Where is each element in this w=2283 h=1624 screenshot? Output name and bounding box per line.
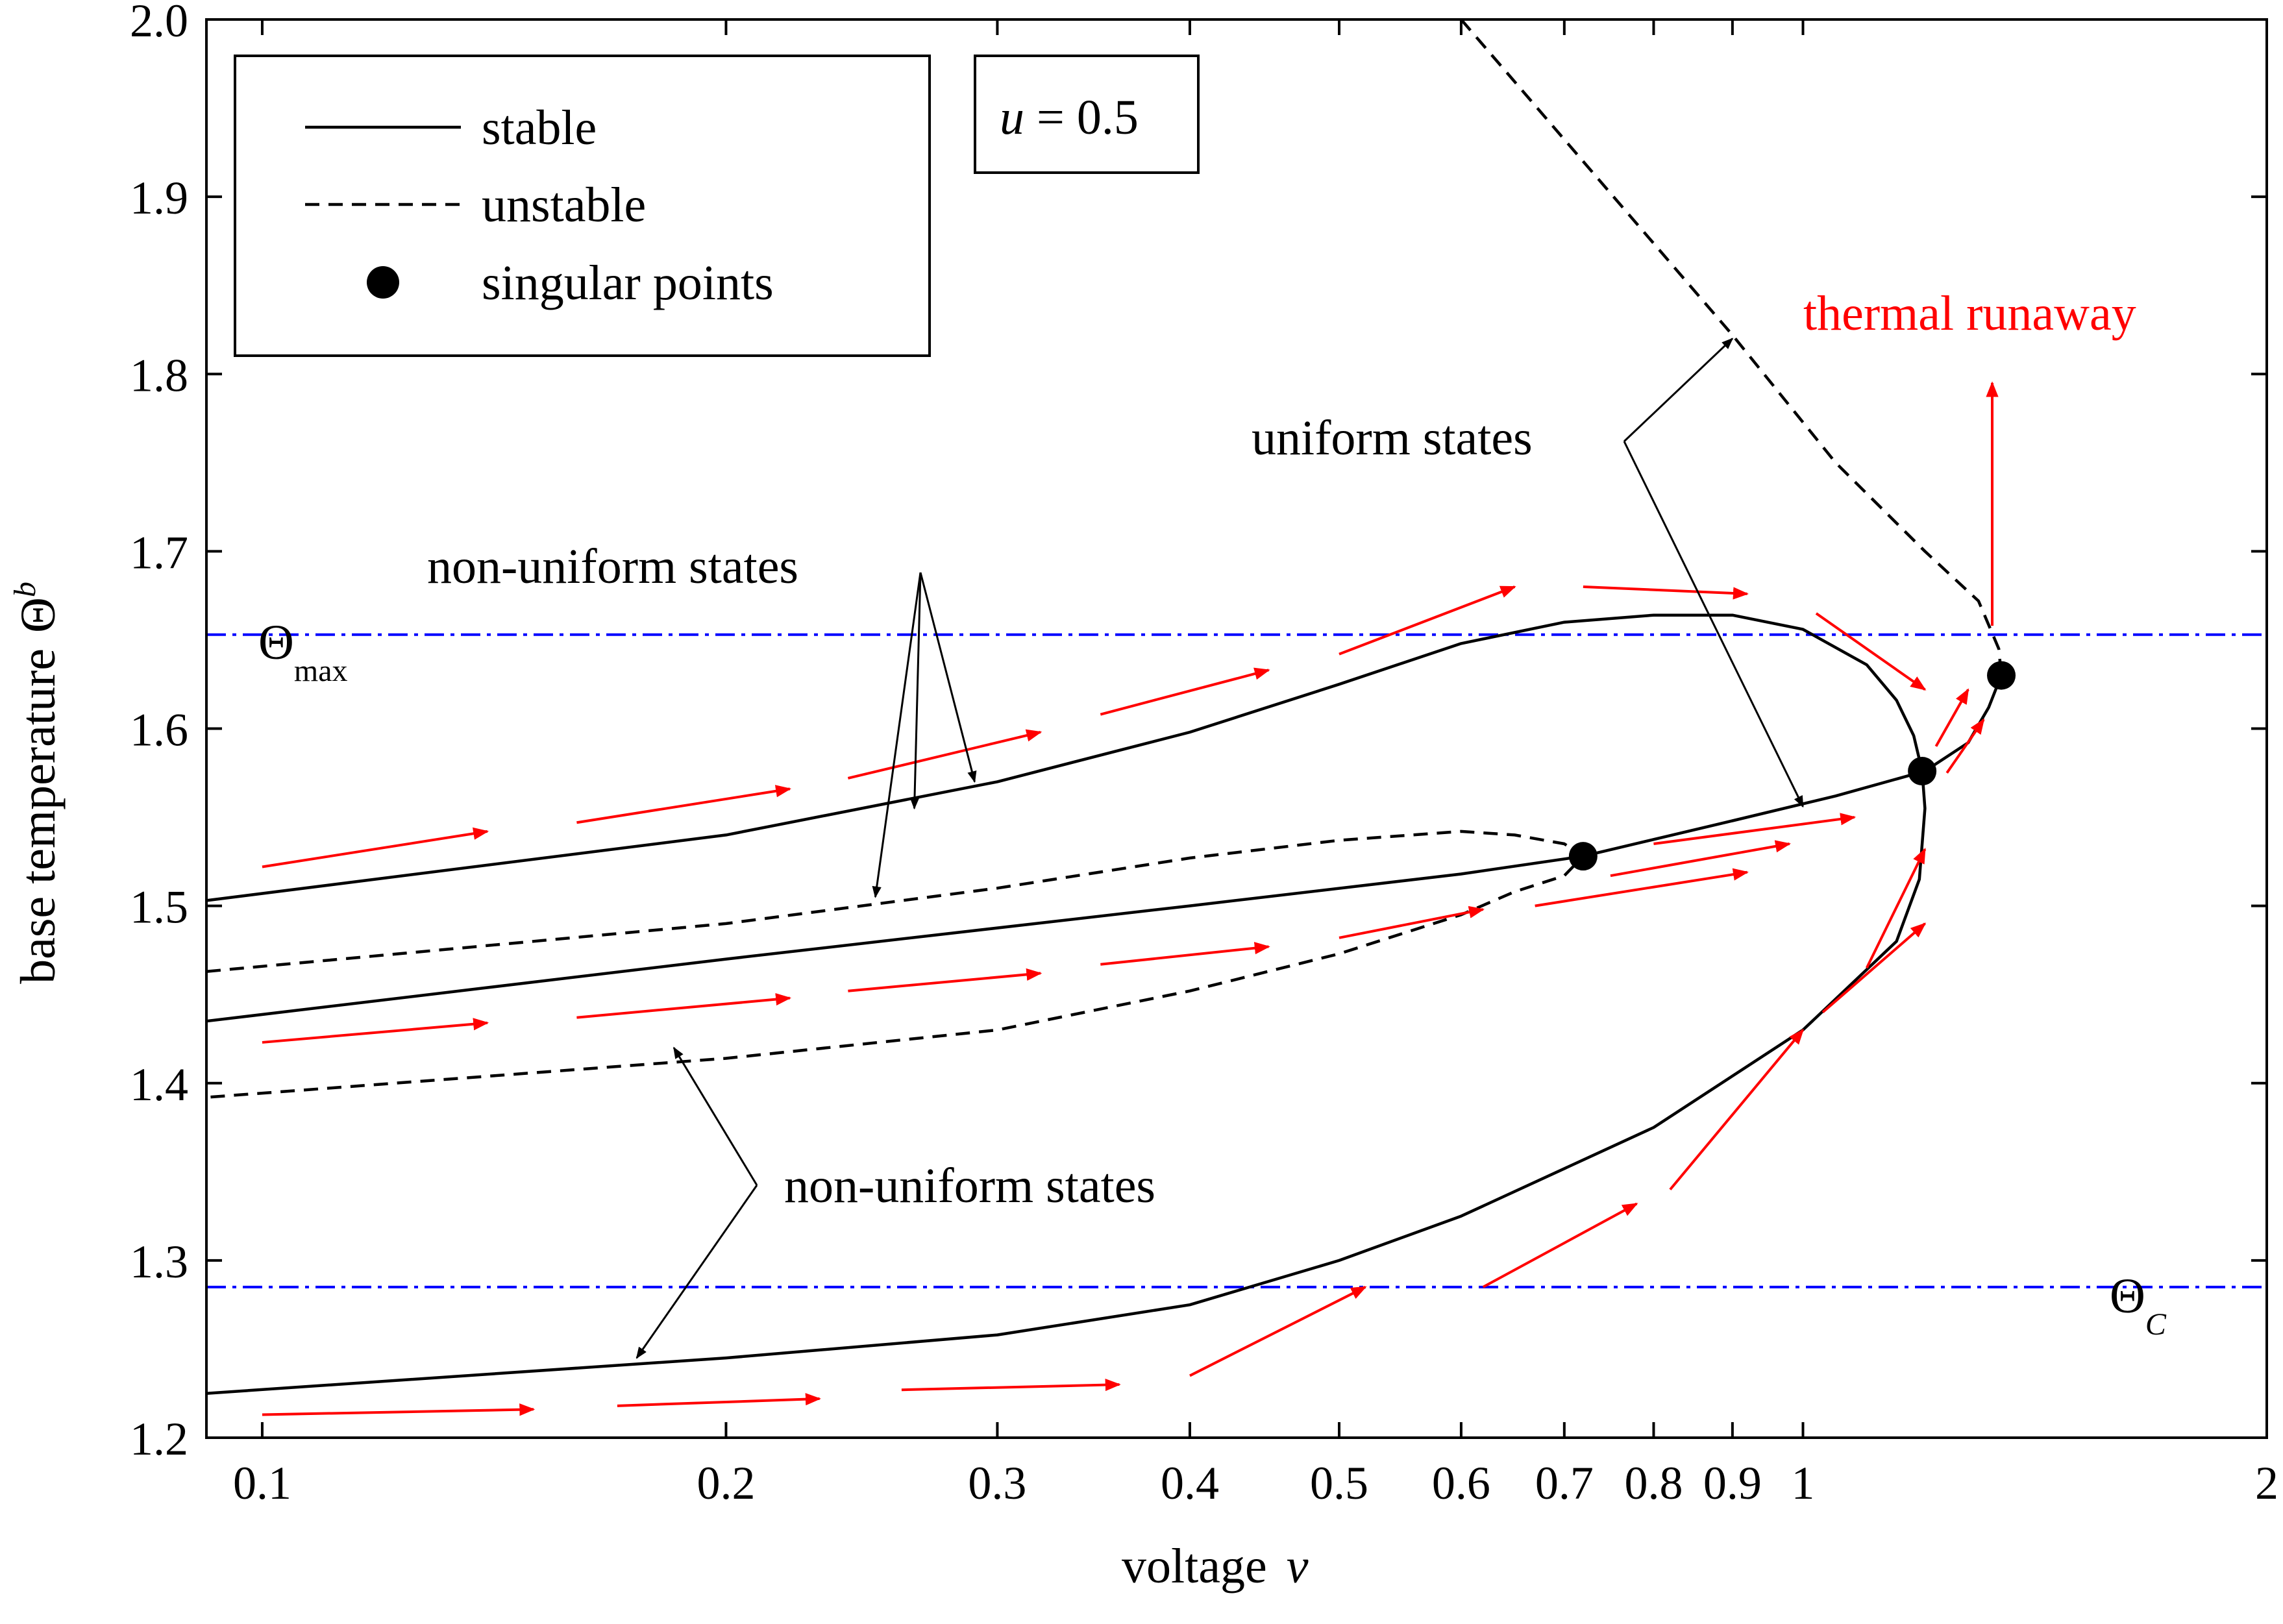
theta-c-label: ΘC <box>2110 1269 2167 1342</box>
x-tick-label-1: 0.2 <box>697 1457 755 1509</box>
flow-arrow-20 <box>901 1378 1121 1392</box>
series-line-2 <box>206 613 1927 1395</box>
flow-arrow-15 <box>1610 840 1792 878</box>
flow-arrow-0 <box>262 827 489 868</box>
x-tick-label-3: 0.4 <box>1161 1457 1219 1509</box>
parameter-label: u = 0.5 <box>1000 90 1139 145</box>
theta-max-label: Θmax <box>258 615 348 688</box>
theta-c-sub: C <box>2145 1307 2167 1342</box>
singular-point-0 <box>1568 842 1598 871</box>
flow-arrow-4 <box>1339 585 1516 656</box>
x-tick-label-2: 0.3 <box>968 1457 1026 1509</box>
flow-arrow-5 <box>1583 585 1749 600</box>
x-tick-label-9: 1 <box>1791 1457 1814 1509</box>
label-uniform-states: uniform states <box>1252 411 1533 465</box>
singular-point-1 <box>1908 757 1937 786</box>
legend-box <box>234 55 931 357</box>
series-line-3 <box>206 830 1585 1099</box>
x-tick-label-7: 0.8 <box>1624 1457 1683 1509</box>
y-tick-label-0: 1.2 <box>130 1413 188 1465</box>
legend-label-singular-points: singular points <box>482 256 774 310</box>
y-tick-label-1: 1.3 <box>130 1236 188 1288</box>
flow-arrow-17 <box>1865 848 1927 969</box>
flow-arrow-21 <box>1189 1286 1367 1377</box>
flow-arrow-10 <box>576 993 792 1019</box>
flow-arrow-14 <box>1535 868 1749 907</box>
uniform-pointer-2 <box>1623 441 1804 808</box>
x-tick-label-10: 2 <box>2255 1457 2278 1509</box>
singular-points-layer <box>1568 661 2016 871</box>
parameter-box-frame <box>974 55 1200 174</box>
label-non-uniform-states-lower: non-uniform states <box>784 1159 1155 1213</box>
y-tick-label-3: 1.5 <box>130 881 188 933</box>
x-tick-label-5: 0.6 <box>1432 1457 1490 1509</box>
flow-arrow-6 <box>1815 612 1927 691</box>
flow-arrow-12 <box>1100 942 1270 966</box>
x-tick-label-8: 0.9 <box>1703 1457 1762 1509</box>
parameter-value: = 0.5 <box>1024 90 1139 145</box>
parameter-var: u <box>1000 90 1024 145</box>
legend-label-unstable: unstable <box>482 178 646 232</box>
legend-marker-swatch <box>367 266 399 299</box>
parameter-box: u = 0.5 <box>974 55 1200 174</box>
y-tick-label-4: 1.6 <box>130 704 188 756</box>
x-axis-title: voltage v <box>1122 1539 1309 1593</box>
flow-arrow-16 <box>1653 813 1857 846</box>
y-tick-label-6: 1.8 <box>130 349 188 401</box>
y-tick-label-5: 1.7 <box>130 526 188 578</box>
axes-layer: 0.1 0.2 0.3 0.4 0.5 0.6 0.7 0.8 0.9 1 2 1.2 1.3 1.4 1.… <box>130 0 2278 1509</box>
nonuniform-upper-pointer-3 <box>919 572 977 783</box>
flow-arrows-layer <box>262 381 1999 1416</box>
x-tick-label-0: 0.1 <box>233 1457 291 1509</box>
theta-max-sub: max <box>294 654 348 688</box>
y-axis-title: base temperatureΘb <box>8 582 66 984</box>
x-tick-label-6: 0.7 <box>1535 1457 1594 1509</box>
nonuniform-upper-pointer-2 <box>872 572 922 898</box>
flow-arrow-18 <box>262 1403 536 1416</box>
series-line-1 <box>1460 18 2003 676</box>
flow-arrow-13 <box>1339 905 1485 939</box>
series-line-0 <box>206 674 2003 1023</box>
nonuniform-lower-pointer-2 <box>636 1185 758 1359</box>
x-tick-label-4: 0.5 <box>1310 1457 1368 1509</box>
flow-arrow-24 <box>1821 922 1927 1014</box>
reference-lines-layer <box>206 633 2267 1288</box>
flow-arrow-2 <box>847 729 1043 780</box>
legend-label-stable: stable <box>482 101 597 155</box>
flow-arrow-8 <box>1945 718 1985 774</box>
y-tick-label-2: 1.4 <box>130 1059 188 1111</box>
y-tick-label-7: 1.9 <box>130 172 188 224</box>
singular-point-2 <box>1987 661 2016 690</box>
nonuniform-upper-pointer-1 <box>909 572 922 810</box>
annotation-arrows-layer <box>636 338 1804 1359</box>
flow-arrow-22 <box>1482 1202 1638 1288</box>
flow-arrow-7 <box>1934 688 1969 747</box>
legend: stable unstable singular points <box>234 55 931 357</box>
uniform-pointer-1 <box>1623 338 1734 443</box>
flow-arrow-11 <box>848 968 1043 992</box>
label-non-uniform-states-upper: non-uniform states <box>427 539 798 594</box>
flow-arrow-1 <box>576 785 792 824</box>
label-thermal-runaway: thermal runaway <box>1803 286 2136 341</box>
y-tick-label-8: 2.0 <box>130 0 188 47</box>
flow-arrow-19 <box>617 1393 821 1407</box>
nonuniform-lower-pointer-1 <box>673 1046 758 1186</box>
flow-arrow-3 <box>1100 667 1270 716</box>
flow-arrow-23 <box>1669 1028 1805 1190</box>
flow-arrow-9 <box>262 1018 489 1044</box>
